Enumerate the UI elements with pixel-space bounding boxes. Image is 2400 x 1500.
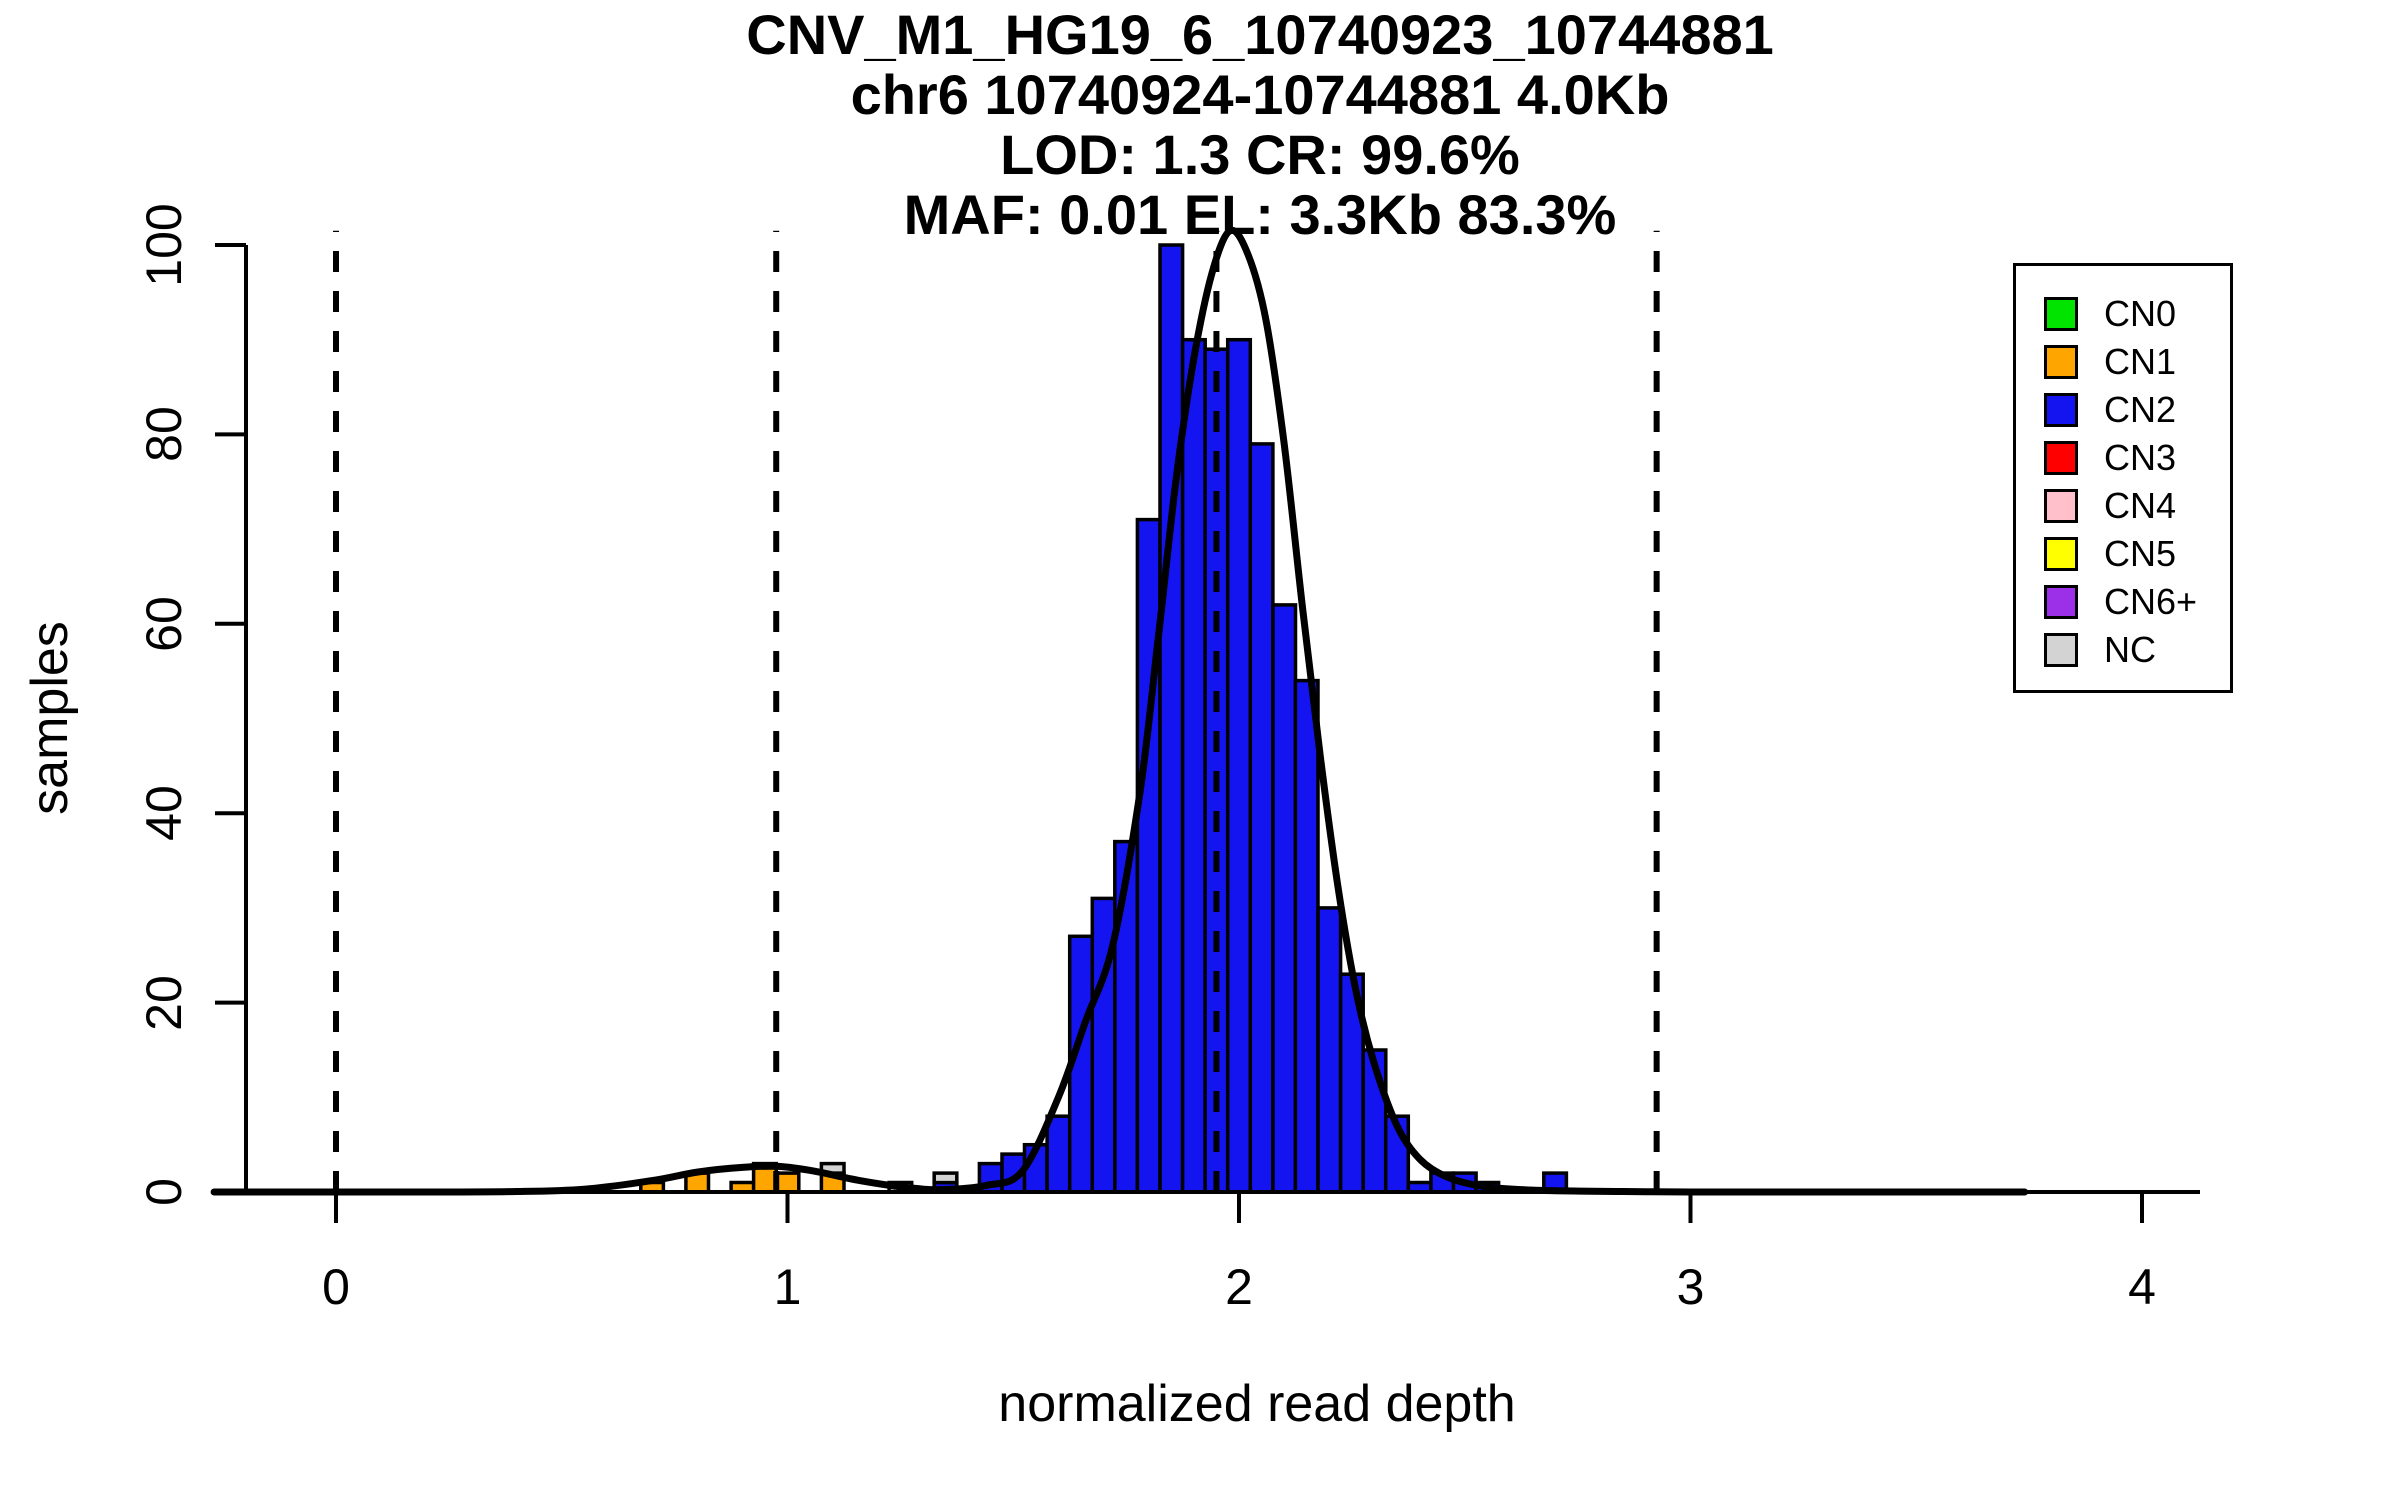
- legend-swatch-cn4: [2044, 489, 2078, 523]
- histogram-bar-segment-cn1: [774, 1171, 801, 1194]
- y-tick-label: 60: [136, 595, 192, 652]
- x-tick-label: 1: [773, 1259, 802, 1315]
- plot-title-line-3: LOD: 1.3 CR: 99.6%: [1000, 123, 1520, 186]
- legend-swatch-cn3: [2044, 441, 2078, 475]
- legend-label: CN5: [2104, 533, 2177, 574]
- legend-row-cn1: CN1: [2016, 338, 2230, 386]
- histogram-bar-segment-cn2: [1180, 337, 1207, 1194]
- histogram-bar-segment-cn2: [1045, 1114, 1072, 1194]
- legend-label: CN2: [2104, 389, 2177, 430]
- legend-row-cn3: CN3: [2016, 434, 2230, 482]
- y-tick-label: 100: [136, 203, 192, 287]
- legend-row-nc: NC: [2016, 626, 2230, 674]
- histogram-bar-segment-cn2: [1271, 603, 1298, 1194]
- histogram-bar-segment-cn2: [1158, 243, 1185, 1194]
- histogram-bar-segment-cn2: [1316, 906, 1343, 1194]
- y-axis-title: samples: [21, 621, 79, 815]
- legend-label: NC: [2104, 629, 2156, 670]
- y-tick-label: 80: [136, 406, 192, 463]
- plot-title-block: CNV_M1_HG19_6_10740923_10744881 chr6 107…: [160, 5, 2360, 245]
- legend-swatch-nc: [2044, 633, 2078, 667]
- legend-row-cn2: CN2: [2016, 386, 2230, 434]
- legend-swatch-cn1: [2044, 345, 2078, 379]
- x-tick-label: 0: [322, 1259, 350, 1315]
- y-tick-label: 0: [136, 1178, 192, 1206]
- legend-box: CN0 CN1 CN2 CN3 CN4 CN5 CN6+ NC: [2013, 263, 2233, 693]
- plot-title-line-1: CNV_M1_HG19_6_10740923_10744881: [746, 3, 1774, 66]
- y-tick-label: 40: [136, 785, 192, 841]
- legend-swatch-cn0: [2044, 297, 2078, 331]
- legend-swatch-cn2: [2044, 393, 2078, 427]
- legend-label: CN1: [2104, 341, 2177, 382]
- x-axis-title: normalized read depth: [998, 1375, 1516, 1433]
- legend-label: CN3: [2104, 437, 2177, 478]
- legend-swatch-cn5: [2044, 537, 2078, 571]
- plot-title-line-4: MAF: 0.01 EL: 3.3Kb 83.3%: [903, 183, 1617, 246]
- plot-title-line-2: chr6 10740924-10744881 4.0Kb: [850, 63, 1670, 126]
- density-curve: [210, 226, 2029, 1196]
- legend-row-cn6: CN6+: [2016, 578, 2230, 626]
- x-tick-label: 3: [1676, 1259, 1705, 1315]
- x-tick-label: 2: [1225, 1259, 1253, 1315]
- x-tick-label: 4: [2128, 1259, 2156, 1315]
- legend-row-cn4: CN4: [2016, 482, 2230, 530]
- histogram-bar-segment-cn2: [1293, 678, 1320, 1194]
- legend-row-cn0: CN0: [2016, 290, 2230, 338]
- legend-row-cn5: CN5: [2016, 530, 2230, 578]
- legend-swatch-cn6: [2044, 585, 2078, 619]
- legend-label: CN0: [2104, 293, 2177, 334]
- legend-label: CN4: [2104, 485, 2177, 526]
- legend-label: CN6+: [2104, 581, 2198, 622]
- y-tick-label: 20: [136, 974, 192, 1031]
- histogram-bar-segment-nc: [932, 1171, 959, 1185]
- histogram-bar-segment-cn2: [1225, 337, 1253, 1194]
- histogram-bar-segment-cn2: [1135, 517, 1162, 1194]
- histogram-bar-segment-cn2: [1248, 442, 1275, 1194]
